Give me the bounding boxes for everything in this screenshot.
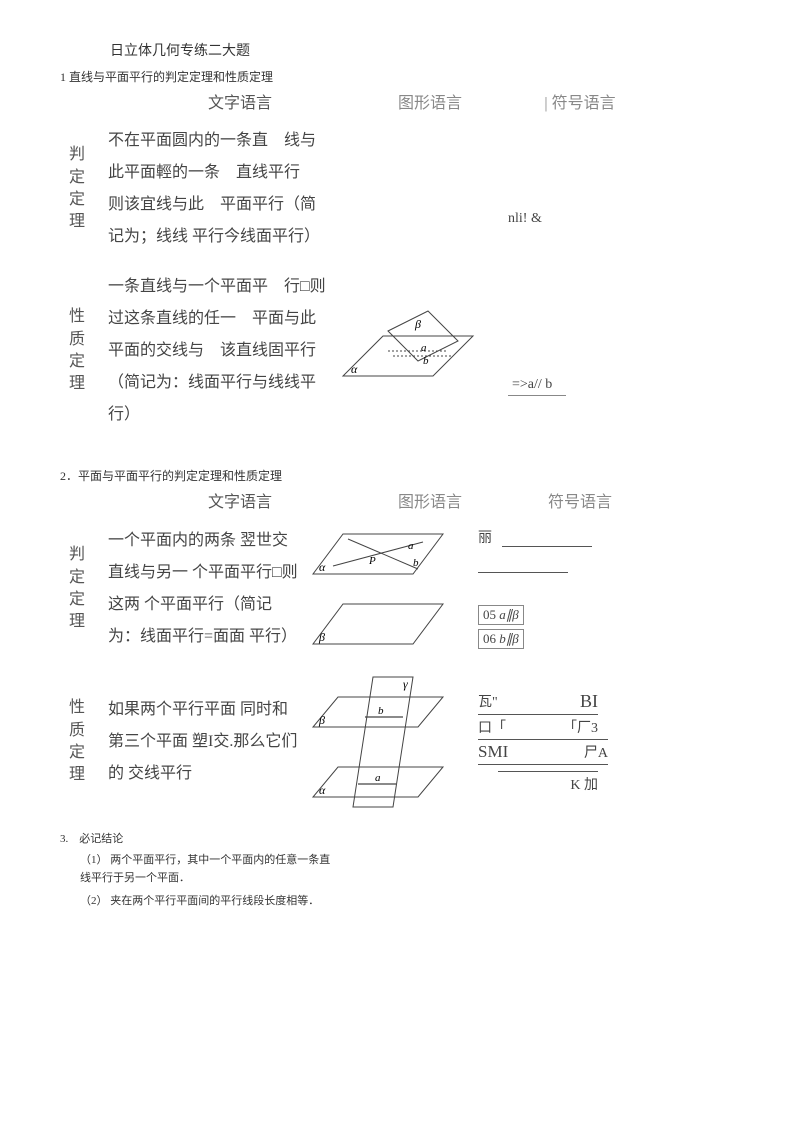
diagram-three-planes: β α γ b a	[298, 672, 468, 812]
theorem-text: 如果两个平行平面 同时和第三个平面 塑I交.那么它们的 交线平行	[108, 694, 298, 790]
b-label: b	[423, 355, 429, 367]
label-char: 定	[60, 167, 94, 189]
label-char: 理	[60, 373, 94, 395]
row-label-judgment: 判 定 定 理	[60, 144, 94, 234]
sym-frag: K 加	[570, 778, 598, 793]
theorem-text: 一条直线与一个平面平 行□则过这条直线的任一 平面与此平面的交线与 该直线固平行…	[108, 271, 328, 431]
symbol-box-1: 05 a∥β	[478, 605, 524, 625]
item-num: （2）	[80, 895, 108, 907]
blank-line	[478, 559, 568, 573]
svg-text:P: P	[368, 555, 376, 567]
conclusion-item-2: （2） 夹在两个平行平面间的平行线段长度相等．	[80, 893, 340, 911]
row-label-property: 性 质 定 理	[60, 306, 94, 396]
sym-frag: BI	[580, 691, 598, 712]
sym-frag: 瓦"	[478, 691, 498, 712]
s1-property-theorem-row: 性 质 定 理 一条直线与一个平面平 行□则过这条直线的任一 平面与此平面的交线…	[60, 271, 732, 431]
label-char: 定	[60, 567, 94, 589]
sym-frag: 尸A	[584, 742, 608, 762]
box-expr: b∥β	[499, 631, 518, 646]
diagram-two-planes: α a b P β	[298, 524, 468, 654]
s2-judgment-theorem-row: 判 定 定 理 一个平面内的两条 翌世交直线与另一 个平面平行□则这两 个平面平…	[60, 524, 732, 654]
section3-heading: 3. 必记结论	[60, 830, 732, 846]
conclusion-section: 3. 必记结论 （1） 两个平面平行，其中一个平面内的任意一条直线平行于另一个平…	[60, 830, 732, 911]
beta-label: β	[414, 317, 421, 331]
sym-frag: SMI	[478, 742, 508, 762]
sym-frag: 口「	[478, 717, 506, 737]
symbol-box-2: 06 b∥β	[478, 629, 524, 649]
header-symbol-text: 符号语言	[552, 95, 616, 112]
row-label-property: 性 质 定 理	[60, 697, 94, 787]
conclusion-item-1: （1） 两个平面平行，其中一个平面内的任意一条直线平行于另一个平面．	[80, 852, 340, 887]
label-char: 质	[60, 720, 94, 742]
diagram-line-plane: α β a b	[328, 306, 498, 396]
a-label: a	[421, 342, 427, 354]
svg-text:β: β	[318, 630, 325, 644]
svg-text:γ: γ	[403, 677, 408, 691]
s2-property-theorem-row: 性 质 定 理 如果两个平行平面 同时和第三个平面 塑I交.那么它们的 交线平行…	[60, 672, 732, 812]
section2-header-row: 文字语言 图形语言 符号语言	[60, 488, 732, 512]
section2-heading: 2．平面与平面平行的判定定理和性质定理	[60, 467, 732, 484]
blank-line	[502, 533, 592, 547]
symbol-col: =>a// b	[498, 307, 658, 396]
symbol-col: 丽 05 a∥β 06 b∥β	[468, 527, 628, 651]
symbol-expr: =>a// b	[508, 377, 566, 396]
section1-header-row: 文字语言 图形语言 | 符号语言	[60, 89, 732, 113]
theorem-text: 一个平面内的两条 翌世交直线与另一 个平面平行□则这两 个平面平行（简记 为：线…	[108, 525, 298, 653]
header-text-lang: 文字语言	[140, 89, 340, 113]
s1-judgment-theorem-row: 判 定 定 理 不在平面圆内的一条直 线与此平面輕的一条 直线平行 则该宜线与此…	[60, 125, 732, 253]
label-char: 理	[60, 611, 94, 633]
item-text: 夹在两个平行平面间的平行线段长度相等．	[110, 895, 319, 907]
svg-text:α: α	[319, 783, 326, 797]
label-char: 定	[60, 742, 94, 764]
divider: |	[544, 95, 547, 112]
svg-text:a: a	[408, 540, 414, 552]
label-char: 判	[60, 144, 94, 166]
label-char: 定	[60, 589, 94, 611]
label-char: 性	[60, 306, 94, 328]
header-symbol-lang: | 符号语言	[510, 89, 650, 113]
theorem-text: 不在平面圆内的一条直 线与此平面輕的一条 直线平行 则该宜线与此 平面平行（简记…	[108, 125, 328, 253]
svg-text:α: α	[319, 560, 326, 574]
symbol-col: nli! &	[498, 151, 658, 227]
svg-text:b: b	[378, 705, 384, 717]
label-char: 性	[60, 697, 94, 719]
row-label-judgment: 判 定 定 理	[60, 544, 94, 634]
symbol-col: 瓦" BI 口「 「厂3 SMI 尸A K 加	[468, 691, 628, 794]
label-char: 判	[60, 544, 94, 566]
label-char: 理	[60, 764, 94, 786]
box-expr: a∥β	[499, 607, 518, 622]
header-text-lang: 文字语言	[140, 488, 340, 512]
svg-text:b: b	[413, 557, 419, 569]
label-char: 定	[60, 189, 94, 211]
header-figure-lang: 图形语言	[360, 488, 500, 512]
item-text: 两个平面平行，其中一个平面内的任意一条直线平行于另一个平面．	[80, 854, 330, 884]
header-figure-lang: 图形语言	[360, 89, 500, 113]
page-title: 日立体几何专练二大题	[110, 40, 732, 60]
label-char: 定	[60, 351, 94, 373]
svg-text:a: a	[375, 772, 381, 784]
sym-frag: 「厂3	[563, 717, 598, 737]
box-num: 06	[483, 631, 496, 646]
sym-top: 丽	[478, 527, 492, 547]
box-num: 05	[483, 607, 496, 622]
svg-text:β: β	[318, 713, 325, 727]
item-num: （1）	[80, 854, 108, 866]
alpha-label: α	[351, 362, 358, 376]
label-char: 理	[60, 211, 94, 233]
section1-heading: 1 直线与平面平行的判定定理和性质定理	[60, 68, 732, 85]
symbol-expr: nli! &	[508, 211, 658, 227]
label-char: 质	[60, 329, 94, 351]
header-symbol-lang: 符号语言	[510, 488, 650, 512]
